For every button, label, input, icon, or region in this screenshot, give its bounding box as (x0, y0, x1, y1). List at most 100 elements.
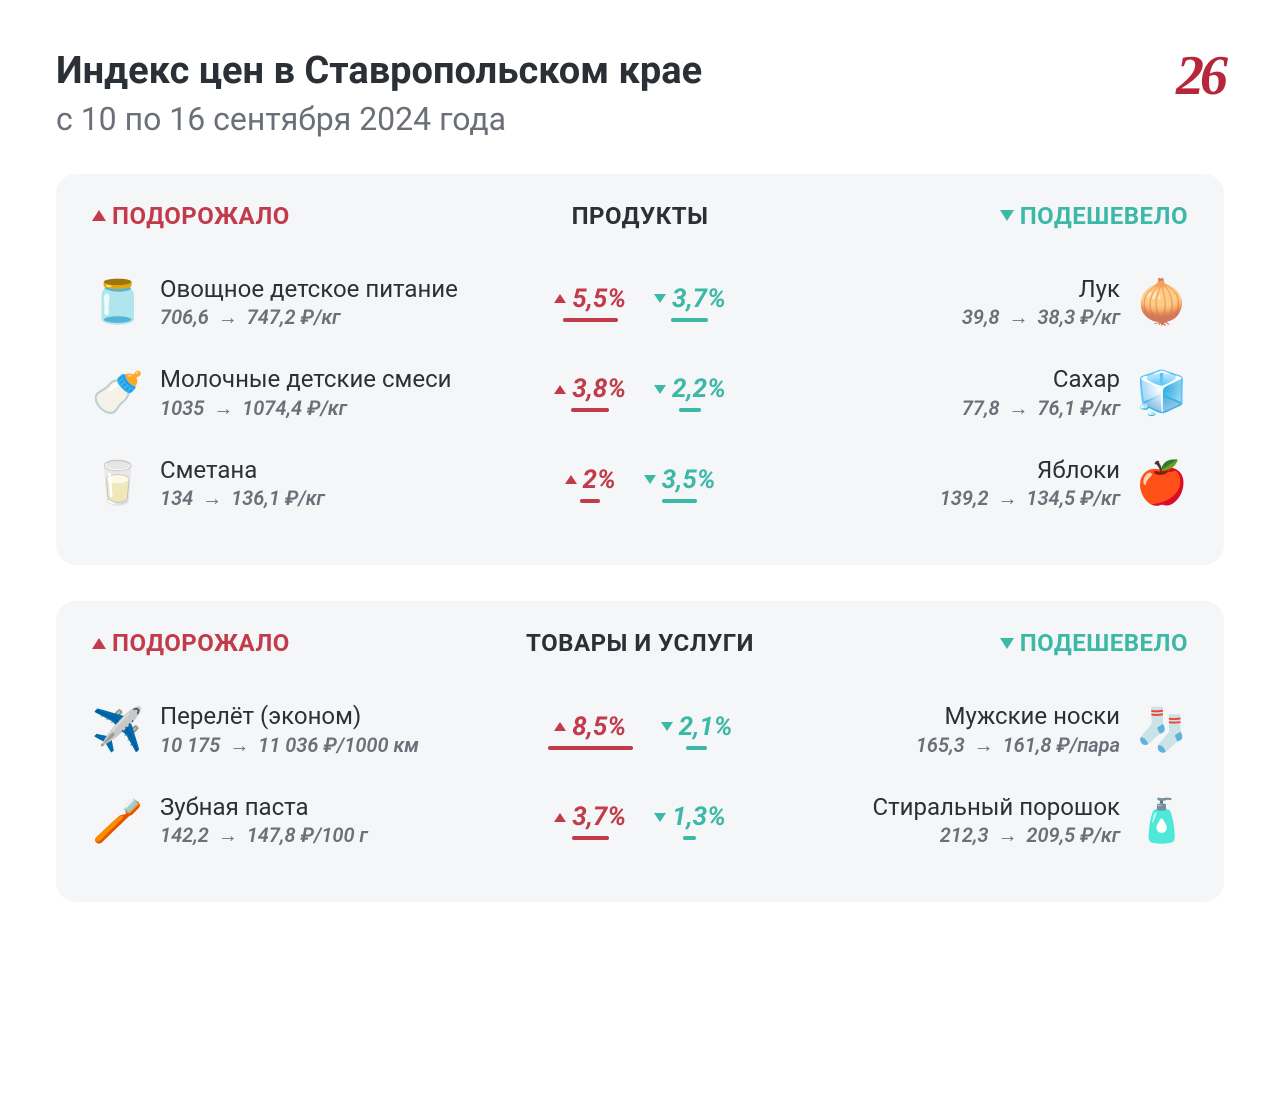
percent-down: 3,7% (654, 284, 726, 322)
percent-block: 3,8% 2,2% (500, 374, 780, 412)
price-row: ✈️ Перелёт (эконом) 10 175 → 11 036 ₽/10… (92, 685, 1188, 776)
percent-down: 3,5% (644, 465, 716, 503)
item-name: Молочные детские смеси (160, 366, 451, 394)
percent-down-value: 2,1% (661, 712, 733, 742)
bar-up (580, 499, 600, 503)
item-text: Молочные детские смеси 1035 → 1074,4 ₽/к… (160, 366, 451, 421)
item-price: 165,3 → 161,8 ₽/пара (916, 733, 1120, 758)
item-name: Мужские носки (916, 703, 1120, 731)
percent-down-value: 1,3% (654, 802, 726, 832)
percent-up-value: 5,5% (554, 284, 626, 314)
item-icon: 🍎 (1136, 458, 1188, 510)
price-up-text: ПОДОРОЖАЛО (112, 202, 290, 230)
item-name: Перелёт (эконом) (160, 703, 419, 731)
item-icon: 🧅 (1136, 277, 1188, 329)
percent-down: 2,2% (654, 374, 726, 412)
section-panel: ПОДОРОЖАЛО ТОВАРЫ И УСЛУГИ ПОДЕШЕВЕЛО ✈️… (56, 601, 1224, 902)
item-text: Лук 39,8 → 38,3 ₽/кг (962, 276, 1120, 331)
item-icon: ✈️ (92, 705, 144, 757)
price-row: 🫙 Овощное детское питание 706,6 → 747,2 … (92, 258, 1188, 349)
price-row: 🪥 Зубная паста 142,2 → 147,8 ₽/100 г 3,7… (92, 776, 1188, 867)
percent-block: 3,7% 1,3% (500, 802, 780, 840)
percent-down-text: 3,5% (662, 465, 716, 495)
item-name: Лук (962, 276, 1120, 304)
percent-up: 2% (565, 465, 616, 503)
percent-down: 1,3% (654, 802, 726, 840)
item-down: Стиральный порошок 212,3 → 209,5 ₽/кг 🧴 (780, 794, 1188, 849)
item-text: Овощное детское питание 706,6 → 747,2 ₽/… (160, 276, 458, 331)
item-icon: 🧴 (1136, 795, 1188, 847)
section-title: ПРОДУКТЫ (572, 202, 709, 230)
item-name: Сметана (160, 457, 325, 485)
percent-down: 2,1% (661, 712, 733, 750)
triangle-up-icon (565, 475, 577, 484)
percent-up-text: 3,7% (572, 802, 626, 832)
percent-block: 2% 3,5% (500, 465, 780, 503)
item-down: Лук 39,8 → 38,3 ₽/кг 🧅 (780, 276, 1188, 331)
panel-header: ПОДОРОЖАЛО ПРОДУКТЫ ПОДЕШЕВЕЛО (92, 202, 1188, 230)
item-icon: 🍼 (92, 367, 144, 419)
triangle-down-icon (654, 813, 666, 822)
item-down: Мужские носки 165,3 → 161,8 ₽/пара 🧦 (780, 703, 1188, 758)
percent-down-text: 3,7% (672, 284, 726, 314)
item-price: 706,6 → 747,2 ₽/кг (160, 305, 458, 330)
percent-up: 3,8% (554, 374, 626, 412)
triangle-down-icon (661, 722, 673, 731)
percent-block: 8,5% 2,1% (500, 712, 780, 750)
bar-down (671, 318, 708, 322)
panel-header: ПОДОРОЖАЛО ТОВАРЫ И УСЛУГИ ПОДЕШЕВЕЛО (92, 629, 1188, 657)
price-row: 🍼 Молочные детские смеси 1035 → 1074,4 ₽… (92, 348, 1188, 439)
title-block: Индекс цен в Ставропольском крае с 10 по… (56, 48, 702, 138)
percent-up-value: 3,7% (554, 802, 626, 832)
bar-down (683, 836, 696, 840)
item-name: Овощное детское питание (160, 276, 458, 304)
percent-up-value: 3,8% (554, 374, 626, 404)
price-down-label: ПОДЕШЕВЕЛО (754, 629, 1188, 657)
item-price: 77,8 → 76,1 ₽/кг (962, 396, 1120, 421)
triangle-down-icon (1000, 210, 1014, 221)
item-price: 212,3 → 209,5 ₽/кг (872, 823, 1120, 848)
item-price: 39,8 → 38,3 ₽/кг (962, 305, 1120, 330)
item-name: Сахар (962, 366, 1120, 394)
item-icon: 🧊 (1136, 367, 1188, 419)
percent-down-value: 2,2% (654, 374, 726, 404)
percent-block: 5,5% 3,7% (500, 284, 780, 322)
item-name: Стиральный порошок (872, 794, 1120, 822)
item-price: 139,2 → 134,5 ₽/кг (940, 486, 1120, 511)
price-up-text: ПОДОРОЖАЛО (112, 629, 290, 657)
percent-down-value: 3,7% (654, 284, 726, 314)
item-text: Яблоки 139,2 → 134,5 ₽/кг (940, 457, 1120, 512)
item-text: Мужские носки 165,3 → 161,8 ₽/пара (916, 703, 1120, 758)
item-text: Сметана 134 → 136,1 ₽/кг (160, 457, 325, 512)
bar-up (548, 746, 633, 750)
item-price: 142,2 → 147,8 ₽/100 г (160, 823, 368, 848)
percent-down-text: 2,1% (679, 712, 733, 742)
bar-down (662, 499, 697, 503)
item-text: Сахар 77,8 → 76,1 ₽/кг (962, 366, 1120, 421)
percent-up-text: 3,8% (572, 374, 626, 404)
item-up: 🥛 Сметана 134 → 136,1 ₽/кг (92, 457, 500, 512)
item-text: Перелёт (эконом) 10 175 → 11 036 ₽/1000 … (160, 703, 419, 758)
bar-up (563, 318, 618, 322)
section-title: ТОВАРЫ И УСЛУГИ (526, 629, 754, 657)
price-up-label: ПОДОРОЖАЛО (92, 629, 526, 657)
triangle-down-icon (654, 294, 666, 303)
bar-down (679, 408, 701, 412)
item-down: Сахар 77,8 → 76,1 ₽/кг 🧊 (780, 366, 1188, 421)
item-up: 🍼 Молочные детские смеси 1035 → 1074,4 ₽… (92, 366, 500, 421)
logo-26: 26 (1176, 48, 1224, 104)
percent-up-text: 8,5% (572, 712, 626, 742)
bar-up (572, 836, 609, 840)
price-row: 🥛 Сметана 134 → 136,1 ₽/кг 2% (92, 439, 1188, 530)
price-down-text: ПОДЕШЕВЕЛО (1020, 202, 1188, 230)
triangle-down-icon (644, 475, 656, 484)
triangle-up-icon (92, 638, 106, 649)
item-icon: 🫙 (92, 277, 144, 329)
percent-up: 8,5% (548, 712, 633, 750)
percent-down-value: 3,5% (644, 465, 716, 495)
triangle-up-icon (92, 210, 106, 221)
item-icon: 🪥 (92, 795, 144, 847)
item-price: 1035 → 1074,4 ₽/кг (160, 396, 451, 421)
page-header: Индекс цен в Ставропольском крае с 10 по… (56, 48, 1224, 138)
item-up: 🪥 Зубная паста 142,2 → 147,8 ₽/100 г (92, 794, 500, 849)
